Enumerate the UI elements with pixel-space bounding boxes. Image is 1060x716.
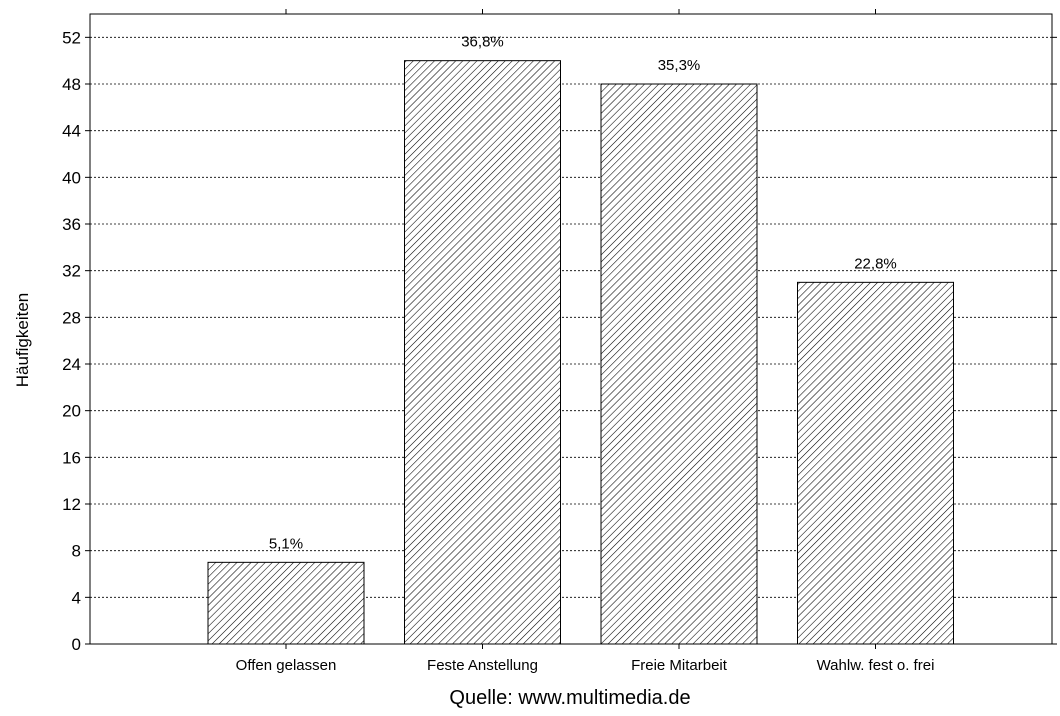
- bar-offen-gelassen: [207, 561, 365, 645]
- y-axis-label: Häufigkeiten: [13, 293, 32, 388]
- y-tick-label: 8: [72, 542, 81, 561]
- bars: [207, 60, 954, 645]
- y-tick-label: 16: [62, 448, 81, 467]
- y-tick-label: 52: [62, 28, 81, 47]
- bar-data-label: 5,1%: [269, 535, 303, 552]
- y-tick-label: 28: [62, 308, 81, 327]
- y-tick-label: 36: [62, 215, 81, 234]
- bar-data-label: 35,3%: [658, 57, 701, 74]
- grid-lines: [90, 36, 1052, 598]
- plot-border: [89, 13, 1053, 645]
- bar-data-label: 22,8%: [854, 255, 897, 272]
- y-tick-label: 48: [62, 75, 81, 94]
- y-tick-label: 24: [62, 355, 81, 374]
- y-tick-label: 0: [72, 635, 81, 654]
- x-tick-label: Feste Anstellung: [427, 657, 538, 674]
- x-axis-categories: Offen gelassen Feste Anstellung Freie Mita…: [236, 657, 935, 674]
- y-tick-label: 4: [72, 588, 81, 607]
- x-tick-label: Freie Mitarbeit: [631, 657, 728, 674]
- bar-freie-mitarbeit: [600, 83, 758, 645]
- x-axis-label: Quelle: www.multimedia.de: [449, 687, 690, 709]
- x-tick-label: Wahlw. fest o. frei: [817, 657, 935, 674]
- y-tick-label: 32: [62, 262, 81, 281]
- bar-data-label: 36,8%: [461, 34, 504, 51]
- y-tick-label: 20: [62, 402, 81, 421]
- bar-wahlw-fest-o-frei: [797, 281, 954, 645]
- bar-feste-anstellung: [404, 60, 561, 645]
- y-tick-label: 12: [62, 495, 81, 514]
- plot-frame: [89, 9, 1053, 649]
- data-labels: 5,1% 36,8% 35,3% 22,8%: [269, 34, 897, 553]
- y-tick-label: 40: [62, 168, 81, 187]
- y-tick-label: 44: [62, 122, 81, 141]
- x-tick-label: Offen gelassen: [236, 657, 337, 674]
